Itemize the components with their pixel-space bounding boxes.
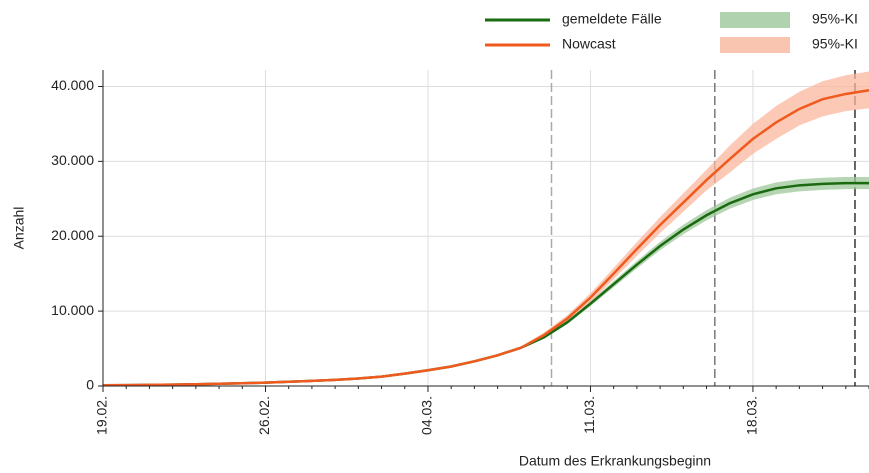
- y-tick-label: 0: [86, 377, 94, 393]
- y-tick-label: 30.000: [51, 152, 94, 168]
- legend-label: gemeldete Fälle: [562, 11, 662, 27]
- legend-label: Nowcast: [562, 36, 616, 52]
- line: [102, 181, 869, 387]
- legend-label: 95%-KI: [812, 11, 858, 27]
- x-tick-label: 18.03.: [744, 396, 760, 435]
- line: [102, 88, 869, 387]
- confidence-band: [103, 71, 869, 386]
- legend-patch: [720, 37, 790, 53]
- legend-patch: [720, 12, 790, 28]
- y-tick-label: 20.000: [51, 227, 94, 243]
- y-axis-label: Anzahl: [11, 207, 27, 250]
- legend-label: 95%-KI: [812, 36, 858, 52]
- x-tick-label: 11.03.: [581, 396, 597, 434]
- x-axis-label: Datum des Erkrankungsbeginn: [519, 453, 711, 469]
- y-tick-label: 10.000: [51, 302, 94, 318]
- x-tick-label: 26.02.: [256, 396, 272, 435]
- x-tick-label: 19.02.: [94, 396, 110, 435]
- x-tick-label: 04.03.: [419, 396, 435, 435]
- y-tick-label: 40.000: [51, 77, 94, 93]
- confidence-band: [103, 176, 869, 386]
